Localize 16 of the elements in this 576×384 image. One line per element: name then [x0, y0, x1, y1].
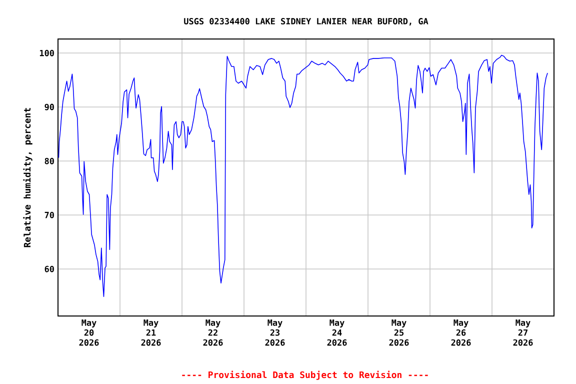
y-tick-label: 80 [44, 158, 54, 164]
y-axis-title: Relative humidity, percent [23, 108, 32, 248]
x-tick-label: May 26 2026 [451, 320, 471, 346]
x-tick-label: May 21 2026 [141, 320, 161, 346]
y-tick-label: 90 [44, 104, 54, 110]
x-tick-label: May 24 2026 [327, 320, 347, 346]
y-tick-label: 60 [44, 266, 54, 272]
text: ---- Provisional Data Subject to Revision ---- [182, 370, 428, 380]
x-tick-label: May 22 2026 [203, 320, 223, 346]
y-tick-label: 70 [44, 212, 54, 218]
x-tick-label: May 20 2026 [79, 320, 99, 346]
x-tick-label: May 27 2026 [513, 320, 533, 346]
x-tick-label: May 23 2026 [265, 320, 285, 346]
x-tick-label: May 25 2026 [389, 320, 409, 346]
chart-title: USGS 02334400 LAKE SIDNEY LANIER NEAR BUFORD, GA [184, 18, 428, 26]
y-tick-label: 100 [40, 50, 54, 56]
